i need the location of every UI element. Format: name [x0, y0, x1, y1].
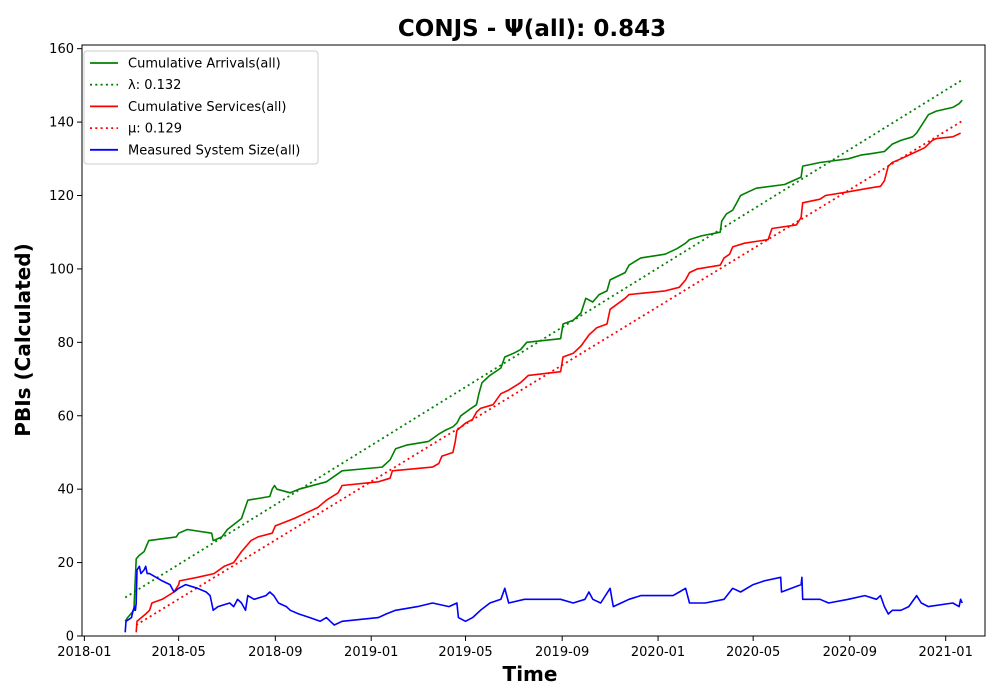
series-line-4: [124, 565, 963, 633]
legend-label: λ: 0.132: [128, 78, 181, 93]
x-axis-title: Time: [503, 662, 558, 686]
x-tick-label: 2018-01: [57, 645, 111, 660]
y-axis-title: PBIs (Calculated): [11, 243, 35, 436]
legend-label: Cumulative Services(all): [128, 100, 286, 115]
y-tick-label: 100: [49, 262, 74, 277]
x-tick-label: 2021-01: [919, 645, 973, 660]
x-tick-label: 2020-05: [726, 645, 780, 660]
x-tick-label: 2018-05: [152, 645, 206, 660]
x-axis: 2018-01 2018-05 2018-09 2019-01 2019-05 2019-…: [57, 636, 973, 660]
x-tick-label: 2019-09: [535, 645, 589, 660]
x-tick-label: 2019-01: [344, 645, 398, 660]
y-tick-label: 20: [57, 556, 74, 571]
y-axis: 0 20 40 60 80 100 120 140 160: [49, 42, 82, 645]
legend-label: Cumulative Arrivals(all): [128, 57, 281, 72]
y-tick-label: 80: [57, 336, 74, 351]
x-tick-label: 2020-09: [823, 645, 877, 660]
series-layer: [124, 79, 963, 633]
series-line-3: [135, 120, 963, 626]
y-tick-label: 160: [49, 42, 74, 57]
legend: Cumulative Arrivals(all) λ: 0.132 Cumulati…: [83, 50, 319, 165]
y-tick-label: 40: [57, 483, 74, 498]
plot-frame: [81, 44, 986, 637]
y-tick-label: 60: [57, 409, 74, 424]
x-tick-label: 2018-09: [248, 645, 302, 660]
x-tick-label: 2019-05: [438, 645, 492, 660]
series-line-0: [124, 99, 963, 622]
x-tick-label: 2020-01: [631, 645, 685, 660]
plot-area: [81, 44, 986, 637]
y-tick-label: 0: [66, 630, 74, 645]
legend-label: Measured System Size(all): [128, 143, 300, 158]
chart-title: CONJS - Ψ(all): 0.843: [398, 16, 666, 42]
y-tick-label: 120: [49, 189, 74, 204]
series-line-2: [135, 132, 961, 633]
legend-label: μ: 0.129: [128, 122, 182, 137]
y-tick-label: 140: [49, 116, 74, 131]
legend-frame: [83, 50, 319, 165]
